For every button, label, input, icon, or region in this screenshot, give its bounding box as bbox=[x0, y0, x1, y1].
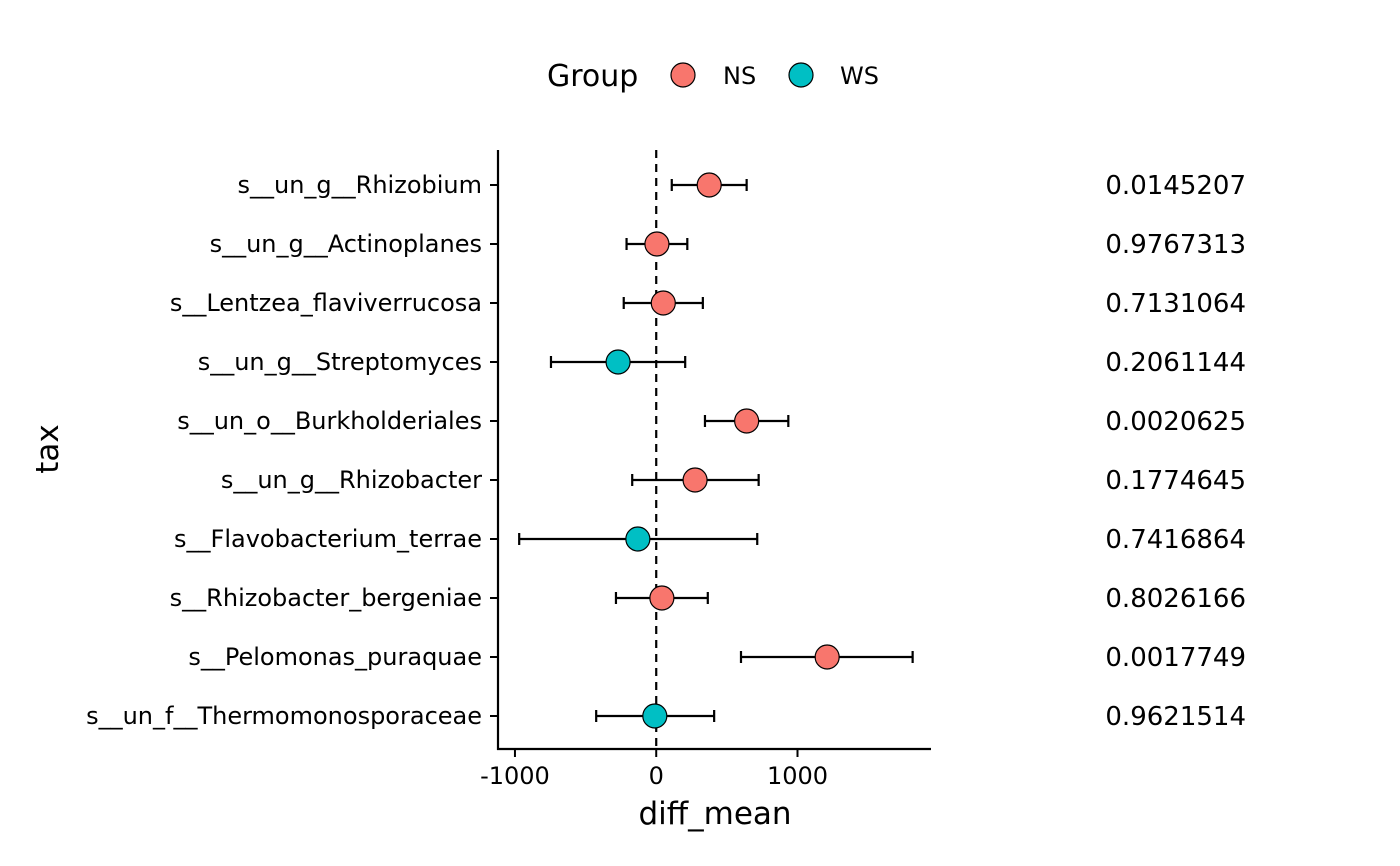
y-tick-label: s__Flavobacterium_terrae bbox=[174, 525, 482, 553]
forest-row: s__un_g__Rhizobacter 0.1774645 bbox=[221, 466, 1246, 496]
p-value-label: 0.9767313 bbox=[1105, 230, 1246, 260]
point-ns bbox=[735, 409, 759, 433]
legend-label-ns: NS bbox=[723, 62, 756, 90]
p-value-label: 0.9621514 bbox=[1105, 702, 1246, 732]
y-tick-label: s__un_g__Actinoplanes bbox=[210, 230, 482, 258]
x-tick-label: -1000 bbox=[480, 762, 550, 790]
y-tick-label: s__un_g__Rhizobacter bbox=[221, 466, 482, 494]
y-tick-label: s__un_g__Rhizobium bbox=[238, 171, 483, 199]
forest-row: s__Lentzea_flaviverrucosa 0.7131064 bbox=[170, 289, 1246, 319]
point-ws bbox=[643, 704, 667, 728]
y-tick-label: s__un_o__Burkholderiales bbox=[177, 407, 482, 435]
p-value-label: 0.7416864 bbox=[1105, 525, 1246, 555]
x-tick-label: 0 bbox=[649, 762, 664, 790]
point-ws bbox=[626, 527, 650, 551]
p-value-label: 0.2061144 bbox=[1105, 348, 1246, 378]
y-tick-label: s__Rhizobacter_bergeniae bbox=[170, 584, 482, 612]
legend-swatch-ns bbox=[671, 63, 695, 87]
forest-row: s__un_o__Burkholderiales 0.0020625 bbox=[177, 407, 1246, 437]
p-value-label: 0.0145207 bbox=[1105, 171, 1246, 201]
forest-row: s__un_g__Rhizobium 0.0145207 bbox=[238, 171, 1247, 201]
forest-row: s__un_g__Streptomyces 0.2061144 bbox=[198, 348, 1246, 378]
y-tick-label: s__Pelomonas_puraquae bbox=[188, 643, 482, 671]
y-tick-label: s__un_f__Thermomonosporaceae bbox=[86, 702, 482, 730]
p-value-label: 0.7131064 bbox=[1105, 289, 1246, 319]
legend: Group NS WS bbox=[547, 59, 879, 94]
p-value-label: 0.0017749 bbox=[1105, 643, 1246, 673]
y-tick-label: s__Lentzea_flaviverrucosa bbox=[170, 289, 482, 317]
p-value-label: 0.8026166 bbox=[1105, 584, 1246, 614]
y-tick-label: s__un_g__Streptomyces bbox=[198, 348, 482, 376]
x-tick-label: 1000 bbox=[767, 762, 828, 790]
legend-label-ws: WS bbox=[840, 62, 879, 90]
rows: s__un_g__Rhizobium 0.0145207 s__un_g__Acti… bbox=[86, 171, 1246, 732]
point-ns bbox=[645, 232, 669, 256]
forest-row: s__Flavobacterium_terrae 0.7416864 bbox=[174, 525, 1246, 555]
p-value-label: 0.0020625 bbox=[1105, 407, 1246, 437]
forest-row: s__un_f__Thermomonosporaceae 0.9621514 bbox=[86, 702, 1246, 732]
point-ns bbox=[651, 291, 675, 315]
point-ns bbox=[697, 173, 721, 197]
forest-row: s__un_g__Actinoplanes 0.9767313 bbox=[210, 230, 1246, 260]
forest-row: s__Pelomonas_puraquae 0.0017749 bbox=[188, 643, 1246, 673]
legend-swatch-ws bbox=[789, 63, 813, 87]
point-ws bbox=[606, 350, 630, 374]
forest-row: s__Rhizobacter_bergeniae 0.8026166 bbox=[170, 584, 1246, 614]
point-ns bbox=[650, 586, 674, 610]
x-axis-title: diff_mean bbox=[638, 796, 791, 832]
legend-title: Group bbox=[547, 59, 638, 94]
point-ns bbox=[815, 645, 839, 669]
x-ticks: -1000 0 1000 bbox=[480, 750, 828, 790]
p-value-label: 0.1774645 bbox=[1105, 466, 1246, 496]
y-axis-title: tax bbox=[30, 424, 66, 474]
point-ns bbox=[683, 468, 707, 492]
